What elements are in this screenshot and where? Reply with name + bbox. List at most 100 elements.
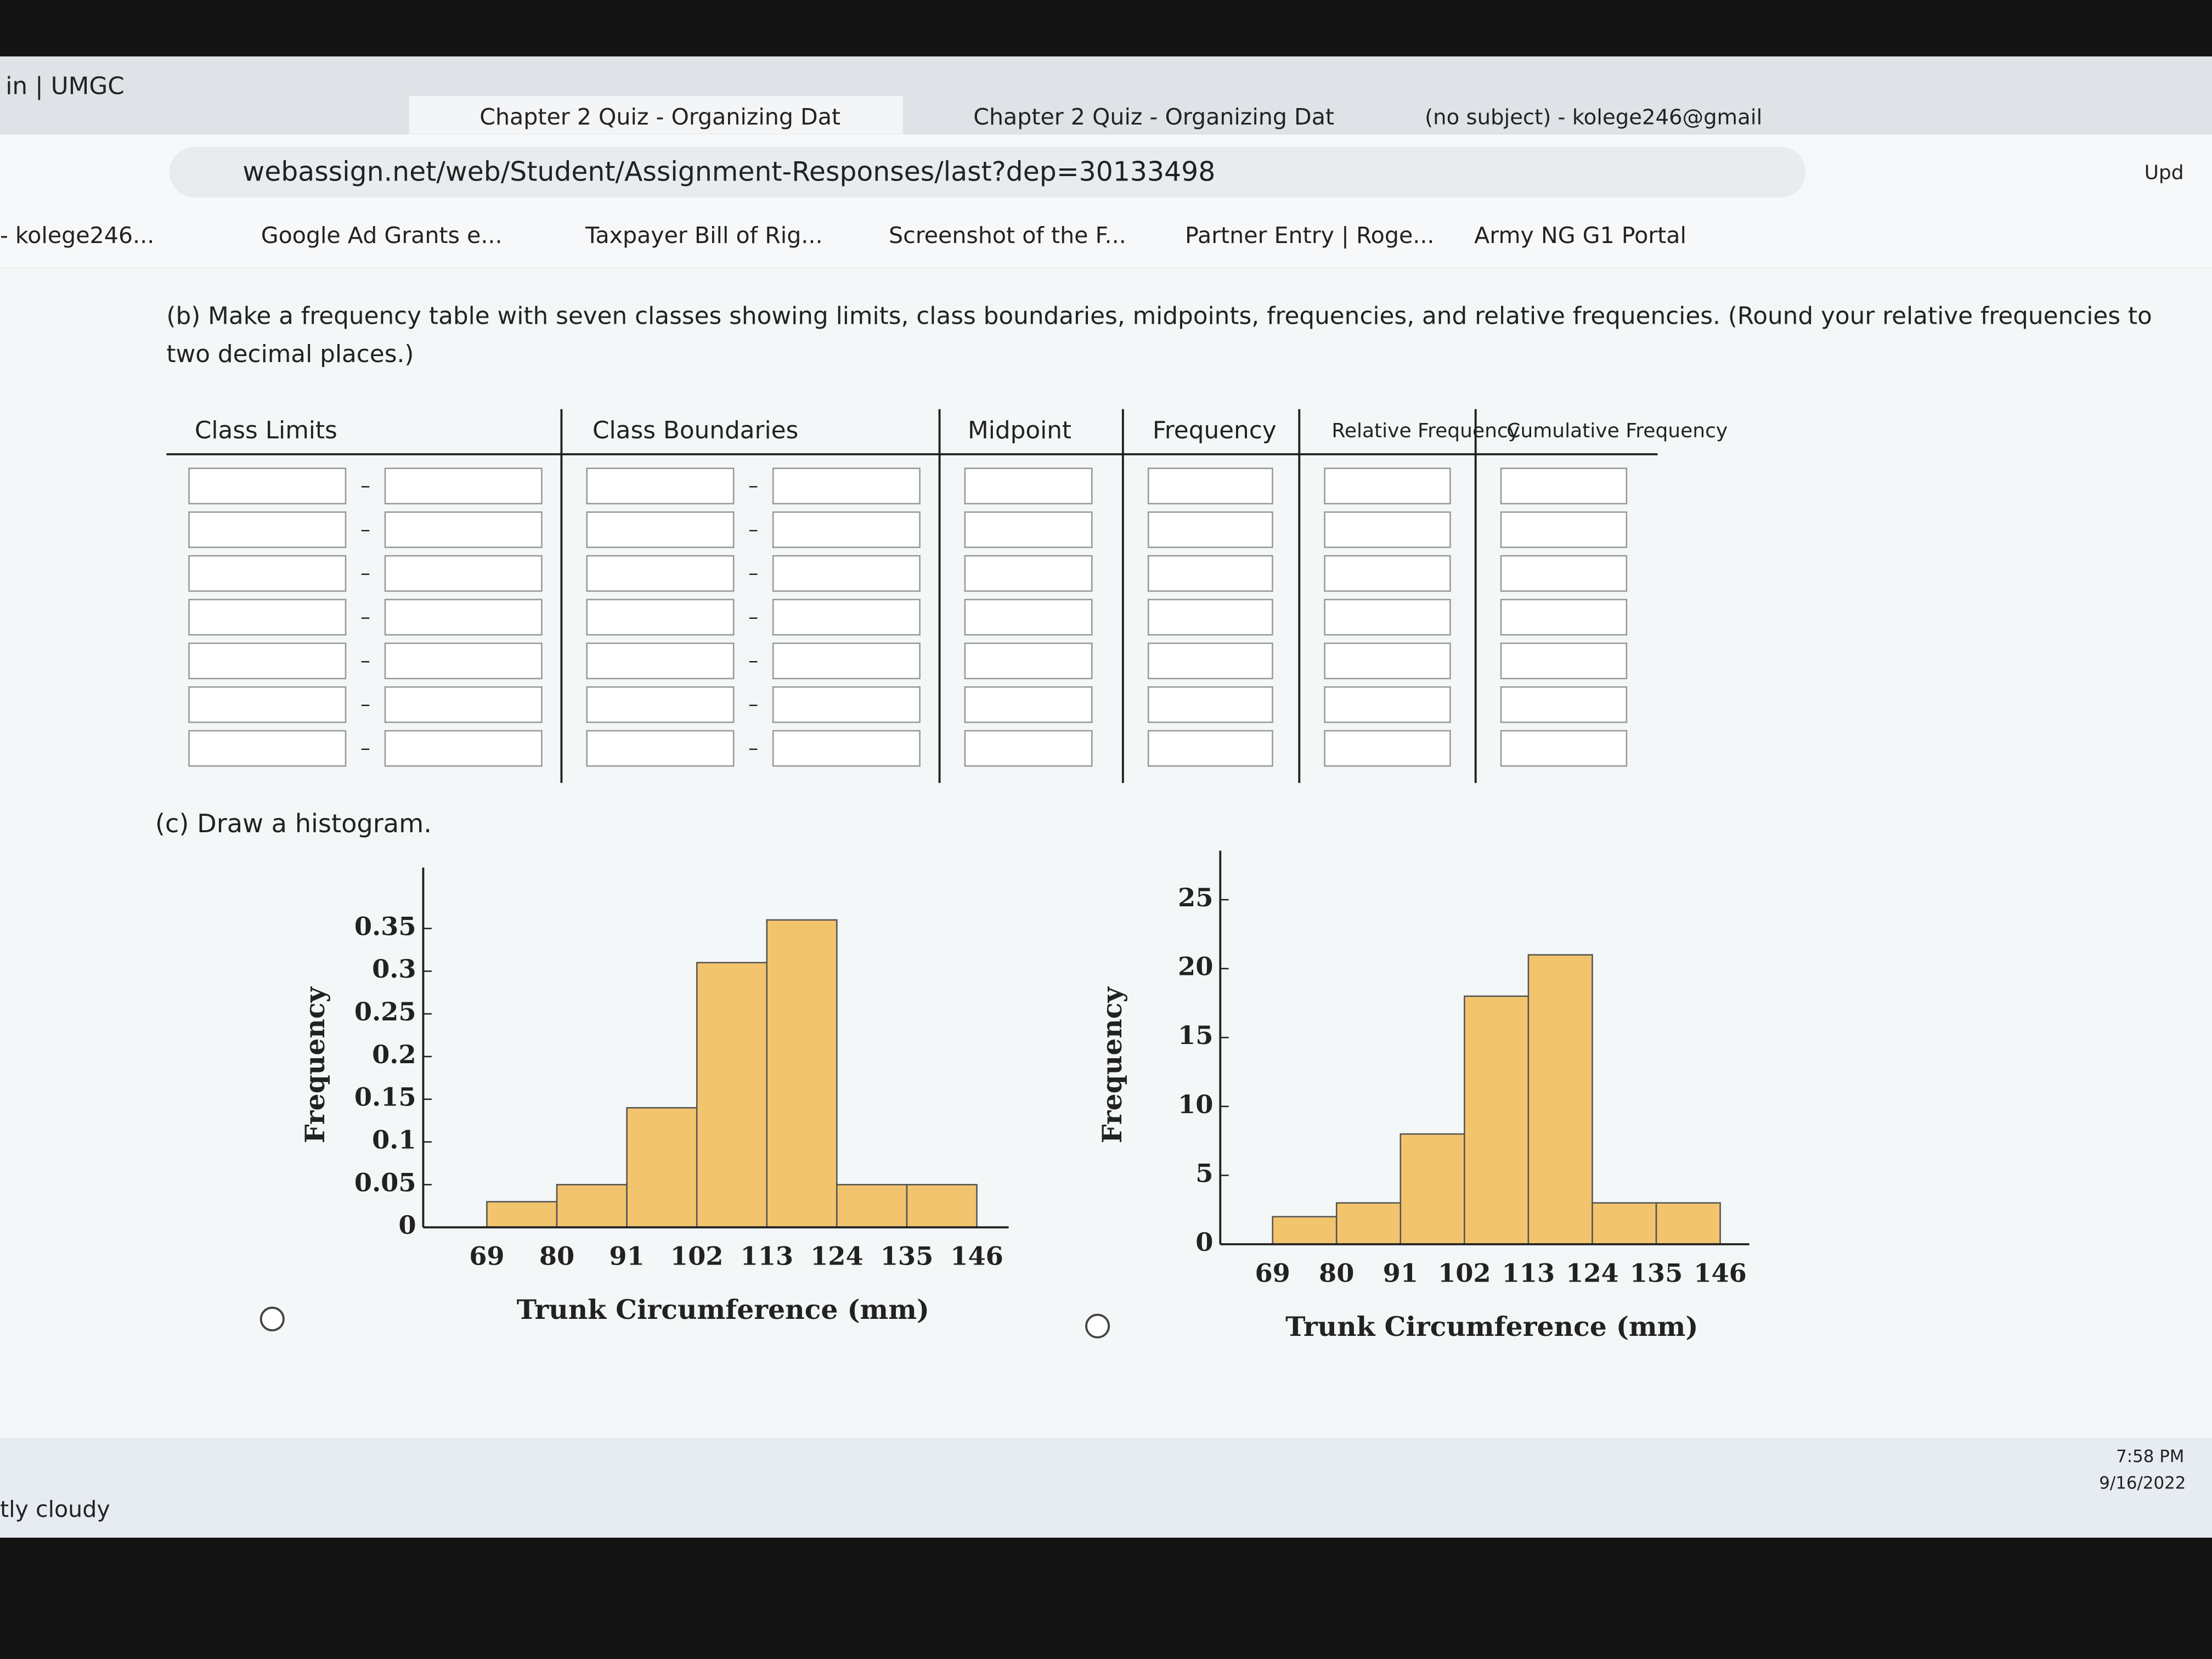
input-box[interactable] [586, 730, 735, 767]
input-box[interactable] [1500, 599, 1628, 636]
input-box[interactable] [964, 642, 1093, 680]
bookmark[interactable]: Screenshot of the F... [889, 222, 1126, 249]
input-box[interactable] [964, 467, 1093, 505]
active-tab[interactable] [409, 95, 903, 134]
range-dash: – [748, 518, 758, 541]
input-box[interactable] [964, 555, 1093, 592]
bookmark[interactable]: - kolege246... [0, 222, 154, 249]
input-box[interactable] [1147, 555, 1273, 592]
input-box[interactable] [964, 511, 1093, 549]
weather: tly cloudy [0, 1496, 110, 1522]
input-box[interactable] [1324, 555, 1451, 592]
input-box[interactable] [1500, 686, 1628, 723]
input-box[interactable] [1147, 467, 1273, 505]
input-box[interactable] [1147, 599, 1273, 636]
input-box[interactable] [1324, 730, 1451, 767]
input-box[interactable] [1500, 555, 1628, 592]
bookmark[interactable]: Partner Entry | Roge... [1185, 222, 1434, 249]
range-dash: – [748, 475, 758, 497]
bookmark[interactable]: Army NG G1 Portal [1474, 222, 1686, 249]
input-box[interactable] [586, 467, 735, 505]
radio[interactable] [1085, 1313, 1110, 1339]
x-tick-label: 146 [950, 1242, 1003, 1271]
input-box[interactable] [188, 511, 347, 549]
content [0, 268, 2212, 1439]
input-box[interactable] [772, 511, 921, 549]
input-box[interactable] [1324, 467, 1451, 505]
input-box[interactable] [772, 467, 921, 505]
input-box[interactable] [586, 555, 735, 592]
input-box[interactable] [586, 686, 735, 723]
input-box[interactable] [1324, 511, 1451, 549]
input-box[interactable] [1147, 511, 1273, 549]
input-box[interactable] [964, 730, 1093, 767]
y-tick-label: 0.25 [354, 997, 416, 1026]
question-text: (b) Make a frequency table with seven cl… [166, 302, 2152, 330]
radio[interactable] [259, 1306, 285, 1331]
input-box[interactable] [964, 686, 1093, 723]
x-tick-label: 102 [670, 1242, 724, 1271]
table-header: Frequency [1153, 416, 1277, 444]
input-box[interactable] [384, 686, 543, 723]
input-box[interactable] [384, 555, 543, 592]
input-box[interactable] [1500, 467, 1628, 505]
input-box[interactable] [586, 511, 735, 549]
update-button[interactable]: Upd [2145, 161, 2184, 184]
input-box[interactable] [772, 686, 921, 723]
input-box[interactable] [384, 511, 543, 549]
range-dash: – [360, 693, 370, 716]
bar [836, 1184, 908, 1228]
input-box[interactable] [586, 642, 735, 680]
input-box[interactable] [188, 555, 347, 592]
range-dash: – [360, 475, 370, 497]
input-box[interactable] [188, 642, 347, 680]
input-box[interactable] [1500, 511, 1628, 549]
input-box[interactable] [384, 730, 543, 767]
bookmark[interactable]: Taxpayer Bill of Rig... [585, 222, 822, 249]
input-box[interactable] [384, 467, 543, 505]
input-box[interactable] [188, 467, 347, 505]
table-header: Midpoint [968, 416, 1071, 444]
address-bar[interactable] [169, 146, 1806, 198]
input-box[interactable] [1147, 642, 1273, 680]
bar [1335, 1202, 1402, 1245]
input-box[interactable] [188, 686, 347, 723]
x-tick-label: 146 [1694, 1259, 1747, 1288]
input-box[interactable] [1147, 730, 1273, 767]
x-tick-label: 124 [810, 1242, 864, 1271]
input-box[interactable] [384, 642, 543, 680]
x-tick-label: 113 [741, 1242, 794, 1271]
bookmark[interactable]: Google Ad Grants e... [261, 222, 503, 249]
tab-title[interactable]: (no subject) - kolege246@gmail [1425, 105, 1762, 130]
input-box[interactable] [188, 599, 347, 636]
range-dash: – [360, 518, 370, 541]
input-box[interactable] [1324, 642, 1451, 680]
input-box[interactable] [1324, 599, 1451, 636]
tab-title[interactable]: in | UMGC [5, 72, 124, 100]
y-tick-label: 0 [398, 1210, 416, 1240]
range-dash: – [360, 737, 370, 759]
url[interactable]: webassign.net/web/Student/Assignment-Res… [242, 156, 1215, 187]
tab-title[interactable]: Chapter 2 Quiz - Organizing Dat [479, 104, 840, 130]
input-box[interactable] [1500, 642, 1628, 680]
input-box[interactable] [772, 555, 921, 592]
input-box[interactable] [1324, 686, 1451, 723]
input-box[interactable] [384, 599, 543, 636]
range-dash: – [748, 606, 758, 628]
y-axis-title: Frequency [299, 986, 331, 1143]
table-header: Class Limits [195, 416, 337, 444]
input-box[interactable] [1500, 730, 1628, 767]
input-box[interactable] [586, 599, 735, 636]
x-tick-label: 91 [1383, 1259, 1418, 1288]
input-box[interactable] [772, 730, 921, 767]
input-box[interactable] [772, 599, 921, 636]
tab-title[interactable]: Chapter 2 Quiz - Organizing Dat [973, 104, 1334, 130]
range-dash: – [748, 562, 758, 585]
input-box[interactable] [1147, 686, 1273, 723]
x-tick-label: 124 [1566, 1259, 1619, 1288]
input-box[interactable] [188, 730, 347, 767]
x-tick-label: 69 [1255, 1259, 1290, 1288]
input-box[interactable] [772, 642, 921, 680]
input-box[interactable] [964, 599, 1093, 636]
